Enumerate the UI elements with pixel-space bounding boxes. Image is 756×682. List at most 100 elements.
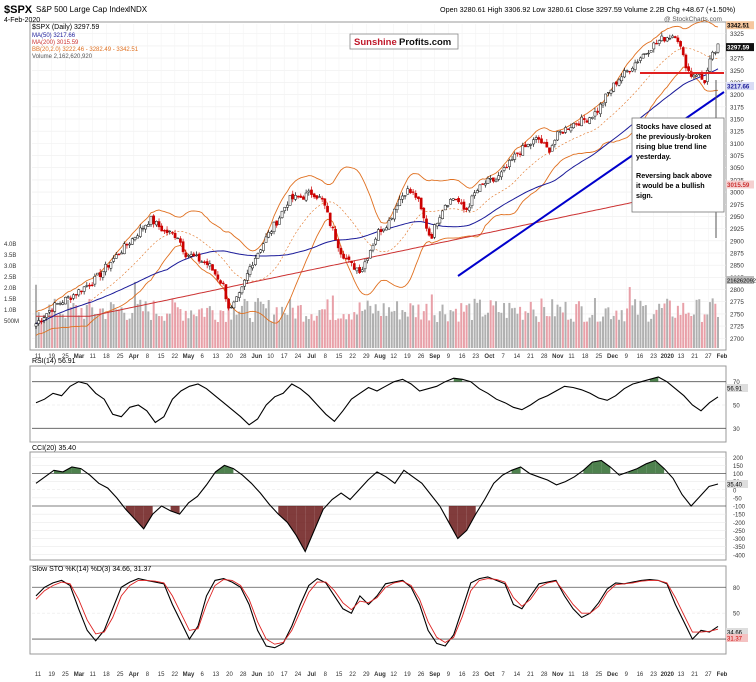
candle-body	[61, 302, 65, 305]
price-tick-label: 2900	[730, 238, 744, 245]
volume-bar	[150, 319, 153, 348]
candle-body	[320, 197, 324, 200]
price-tick-label: 2950	[730, 214, 744, 221]
price-tick-label: 3325	[730, 31, 744, 38]
volume-bar	[214, 319, 217, 348]
date-tick-label: Oct	[484, 672, 494, 678]
volume-bar	[238, 311, 241, 348]
osc-positive-fill	[224, 465, 234, 474]
osc-negative-fill	[296, 506, 306, 552]
candle-body	[521, 145, 525, 156]
symbol: $SPX	[4, 4, 33, 16]
volume-tick-label: 2.5B	[4, 275, 16, 281]
date-tick-label: 19	[48, 672, 55, 678]
volume-bar	[535, 316, 538, 348]
volume-bar	[369, 305, 372, 348]
date-tick-label: 2020	[661, 672, 675, 678]
volume-bar	[679, 314, 682, 348]
volume-bar	[83, 318, 86, 348]
date-tick-label: 24	[295, 672, 302, 678]
candle-body	[398, 198, 402, 206]
rsi-last-badge: 56.91	[727, 386, 743, 392]
candle-body	[612, 82, 616, 92]
candle-body	[50, 310, 54, 312]
date-tick-label: 22	[349, 672, 356, 678]
candle-body	[245, 273, 249, 281]
date-tick-label: 11	[568, 354, 575, 360]
osc-tick-label: -200	[733, 521, 746, 527]
candle-body	[582, 118, 586, 120]
volume-bar	[339, 318, 342, 348]
date-tick-label: 18	[582, 672, 589, 678]
volume-bar	[158, 316, 161, 348]
volume-bar	[206, 307, 209, 348]
candle-body	[360, 269, 364, 272]
osc-tick-label: -350	[733, 545, 746, 551]
volume-bar	[323, 309, 326, 348]
date-tick-label: Oct	[484, 354, 494, 360]
date-tick-label: 15	[158, 672, 165, 678]
candle-body	[205, 261, 209, 265]
date-tick-label: 19	[48, 354, 55, 360]
volume-bar	[420, 319, 423, 348]
candle-body	[617, 79, 621, 86]
candle-body	[508, 160, 511, 167]
date-tick-label: 25	[117, 354, 124, 360]
date-tick-label: Aug	[374, 672, 386, 678]
candle-body	[457, 198, 460, 203]
candle-body	[221, 282, 225, 285]
date-tick-label: 24	[295, 354, 302, 360]
annotation-line4: yesterday.	[636, 152, 671, 161]
volume-bar	[486, 312, 489, 348]
candle-body	[336, 239, 340, 249]
date-tick-label: 28	[541, 354, 548, 360]
date-tick-label: Dec	[607, 354, 619, 360]
candle-body	[376, 229, 380, 241]
candle-body	[596, 110, 599, 113]
price-tick-label: 2775	[730, 299, 744, 306]
volume-bar	[48, 304, 51, 348]
volume-bar	[690, 316, 693, 348]
volume-bar	[224, 321, 227, 348]
legend-ma200: MA(200) 3015.59	[32, 40, 79, 46]
volume-bar	[618, 319, 621, 348]
date-tick-label: 16	[459, 354, 466, 360]
volume-bar	[401, 310, 404, 348]
candle-body	[633, 62, 637, 70]
volume-bar	[634, 299, 637, 348]
date-tick-label: 23	[650, 672, 657, 678]
date-tick-label: 12	[390, 672, 397, 678]
date-tick-label: Sep	[429, 354, 440, 360]
volume-bar	[540, 298, 543, 348]
candle-body	[577, 123, 581, 126]
date-tick-label: 7	[501, 672, 505, 678]
date-tick-label: 6	[200, 672, 204, 678]
volume-bar	[155, 313, 158, 348]
volume-bar	[198, 309, 201, 348]
candle-body	[510, 159, 514, 161]
candle-body	[256, 253, 260, 259]
volume-bar	[577, 301, 580, 348]
volume-bar	[230, 319, 233, 348]
candle-body	[435, 223, 439, 227]
candle-body	[197, 253, 201, 262]
candle-body	[475, 190, 479, 194]
volume-bar	[345, 319, 348, 348]
volume-bar	[644, 305, 647, 348]
date-tick-label: 11	[35, 672, 42, 678]
volume-bar	[647, 321, 650, 348]
volume-bar	[561, 312, 564, 348]
candle-body	[344, 257, 348, 260]
volume-bar	[278, 320, 281, 348]
candle-body	[64, 297, 67, 305]
volume-bar	[412, 305, 415, 348]
candle-body	[459, 202, 463, 204]
price-tick-label: 2875	[730, 250, 744, 257]
volume-bar	[575, 304, 578, 348]
date-tick-label: 28	[240, 672, 247, 678]
volume-tick-label: 2.0B	[4, 286, 16, 292]
candle-body	[542, 142, 546, 144]
candle-body	[449, 198, 452, 205]
date-tick-label: 16	[459, 672, 466, 678]
osc-line-1	[35, 578, 719, 645]
